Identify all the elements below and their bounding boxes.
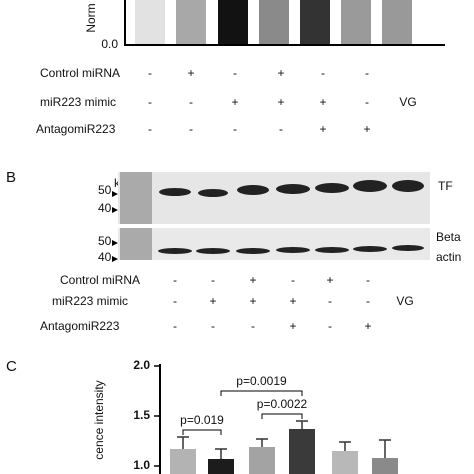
condition-mark: + (277, 66, 284, 80)
y-axis-label: cence intensity (92, 380, 106, 459)
arrows (112, 191, 118, 262)
y-tick-label: 2.0 (133, 358, 150, 372)
condition-mark: - (321, 66, 325, 80)
condition-mark: - (291, 273, 295, 287)
condition-mark: - (148, 95, 152, 109)
condition-label: AntagomiR223 (36, 122, 116, 136)
condition-label: Control miRNA (60, 273, 140, 287)
bar (259, 0, 289, 45)
bands (158, 180, 424, 254)
condition-label: miR223 mimic (52, 294, 128, 308)
condition-mark: - (173, 319, 177, 333)
bar (372, 458, 398, 474)
panel-letter: B (6, 169, 16, 186)
condition-mark: + (277, 95, 284, 109)
bar (176, 0, 206, 45)
bar (341, 0, 371, 45)
condition-mark: - (148, 122, 152, 136)
blot (118, 172, 430, 224)
condition-mark: - (233, 122, 237, 136)
condition-mark: VG (396, 294, 413, 308)
condition-label: AntagomiR223 (40, 319, 120, 333)
bar (170, 449, 196, 474)
bar (332, 451, 358, 474)
bar (208, 459, 234, 474)
annotation: p=0.0022 (257, 397, 308, 411)
condition-mark: + (249, 273, 256, 287)
condition-mark: - (365, 95, 369, 109)
bar (300, 0, 330, 45)
condition-mark: + (209, 294, 216, 308)
condition-mark: - (279, 122, 283, 136)
condition-mark: + (249, 294, 256, 308)
condition-mark: + (187, 66, 194, 80)
condition-mark: - (366, 294, 370, 308)
panel-letter: C (6, 358, 17, 375)
bar (289, 429, 315, 474)
panel-a-bars (135, 0, 412, 45)
condition-mark: + (364, 319, 371, 333)
condition-mark: + (326, 273, 333, 287)
band-label: TF (438, 179, 453, 193)
bar (249, 447, 275, 474)
bar (218, 0, 248, 45)
blot (118, 228, 430, 260)
condition-mark: - (366, 273, 370, 287)
band-label: Beta (436, 230, 461, 244)
marker: 40 (98, 201, 112, 215)
condition-mark: - (233, 66, 237, 80)
condition-label: Control miRNA (40, 66, 120, 80)
annotation: p=0.019 (180, 413, 224, 427)
condition-mark: - (251, 319, 255, 333)
condition-mark: - (365, 66, 369, 80)
chart: 1.0 1.5 2.0 p=0.019 p=0.0019 p=0.0022 (133, 358, 398, 474)
condition-mark: - (328, 294, 332, 308)
bar (135, 0, 165, 45)
condition-mark: - (328, 319, 332, 333)
condition-mark: - (189, 95, 193, 109)
marker: 50 (98, 183, 112, 197)
condition-mark: - (173, 273, 177, 287)
condition-mark: - (189, 122, 193, 136)
marker: 50 (98, 234, 112, 248)
condition-mark: - (173, 294, 177, 308)
marker: 40 (98, 250, 112, 264)
ladder (120, 228, 152, 260)
condition-mark: + (231, 95, 238, 109)
condition-mark: + (319, 122, 326, 136)
bar (382, 0, 412, 45)
condition-mark: - (148, 66, 152, 80)
annotation: p=0.0019 (236, 374, 287, 388)
condition-mark: + (363, 122, 370, 136)
condition-mark: + (289, 319, 296, 333)
condition-mark: + (319, 95, 326, 109)
condition-mark: - (211, 273, 215, 287)
condition-mark: VG (399, 95, 416, 109)
ladder (120, 172, 152, 224)
y-tick-label: 1.5 (133, 408, 150, 422)
y-axis-label: Norm (84, 3, 98, 32)
bracket (220, 390, 303, 396)
condition-mark: - (211, 319, 215, 333)
condition-mark: + (289, 294, 296, 308)
bracket (182, 429, 222, 435)
condition-label: miR223 mimic (40, 95, 116, 109)
y-tick-label: 0.0 (101, 37, 118, 51)
band-label: actin (436, 250, 461, 264)
y-tick-label: 1.0 (133, 458, 150, 472)
bracket (261, 413, 303, 419)
